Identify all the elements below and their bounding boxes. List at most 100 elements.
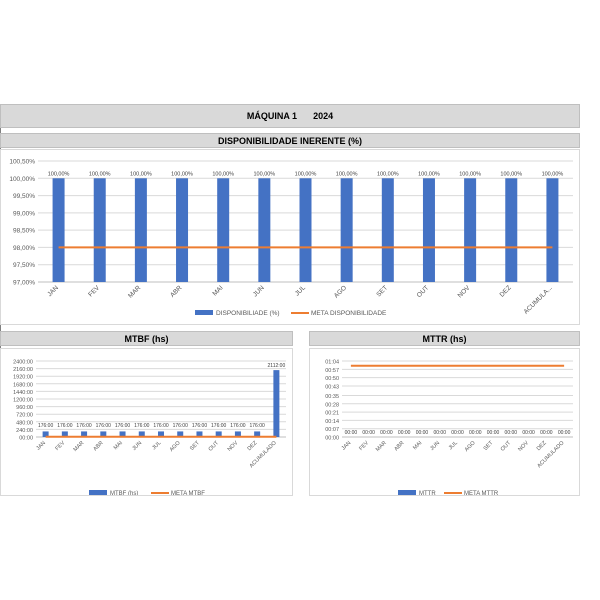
bar: [215, 431, 222, 437]
x-tick-label: AGO: [333, 284, 348, 299]
y-tick-label: 98,50%: [13, 228, 35, 235]
mtbf-title: MTBF (hs): [124, 333, 169, 344]
legend-bar-swatch: [195, 310, 213, 315]
x-tick-label: JUL: [448, 440, 459, 451]
legend-bar-swatch: [89, 490, 107, 495]
y-tick-label: 00:00: [19, 436, 33, 442]
x-tick-label: FEV: [87, 284, 101, 298]
data-label: 00:00: [469, 430, 482, 436]
mttr-chart-frame: 00:00 00:07 00:14 00:21 00:28 00:35 00:43 00:50…: [309, 348, 580, 496]
legend-meta-label: META MTTR: [464, 491, 499, 495]
disponibilidade-chart-frame: 97,00% 97,50% 98,00% 98,50% 99,00% 99,50% 100,…: [0, 149, 580, 325]
bar: [299, 178, 312, 282]
x-tick-label: FEV: [54, 440, 66, 452]
y-tick-label: 2400:00: [13, 360, 33, 366]
data-label: 176:00: [57, 423, 73, 429]
y-tick-label: 00:14: [325, 419, 339, 425]
data-label: 00:00: [522, 430, 535, 436]
data-label: 00:00: [558, 430, 571, 436]
data-label: 176:00: [192, 423, 208, 429]
x-tick-label: AGO: [169, 440, 182, 453]
data-label: 176:00: [76, 423, 92, 429]
bar: [258, 178, 271, 282]
y-tick-label: 100,00%: [9, 176, 35, 183]
legend-bar-label: MTBF (hs): [110, 491, 138, 495]
x-tick-label: MAR: [73, 440, 86, 453]
x-tick-label: MAR: [375, 440, 388, 453]
y-tick-label: 1920:00: [13, 375, 33, 381]
x-tick-label: MAI: [412, 440, 423, 451]
data-label: 100,00%: [212, 171, 234, 177]
data-label: 176:00: [38, 423, 54, 429]
data-label: 100,00%: [171, 171, 193, 177]
bar: [100, 431, 107, 437]
y-tick-label: 1440:00: [13, 390, 33, 396]
y-tick-label: 1680:00: [13, 382, 33, 388]
disponibilidade-title: DISPONIBILIDADE INERENTE (%): [217, 135, 362, 146]
data-label: 00:00: [416, 430, 429, 436]
bar: [234, 431, 241, 437]
data-label: 00:00: [505, 430, 518, 436]
machine-name: MÁQUINA 1: [246, 111, 298, 121]
x-tick-label: JUN: [131, 440, 143, 452]
bar: [422, 178, 435, 282]
data-label: 100,00%: [295, 171, 317, 177]
x-tick-label: DEZ: [536, 440, 548, 452]
x-tick-label: JUL: [151, 440, 162, 451]
legend-bar-label: DISPONIBILIADE (%): [216, 310, 280, 317]
x-tick-label: JUN: [252, 284, 266, 298]
legend-meta-label: META DISPONIBILIDADE: [311, 310, 387, 317]
x-tick-label: JAN: [341, 440, 353, 452]
legend-bar-label: MTTR: [419, 491, 436, 495]
y-tick-label: 99,00%: [13, 210, 35, 217]
x-tick-label: JAN: [46, 284, 60, 298]
data-label: 100,00%: [336, 171, 358, 177]
header-banner: MÁQUINA 1 2024: [0, 104, 580, 128]
disponibilidade-chart: 97,00% 97,50% 98,00% 98,50% 99,00% 99,50% 100,…: [9, 159, 573, 317]
bar: [93, 178, 106, 282]
x-tick-label: OUT: [208, 440, 221, 453]
data-label: 100,00%: [130, 171, 152, 177]
mttr-chart: 00:00 00:07 00:14 00:21 00:28 00:35 00:43 00:50…: [325, 360, 573, 495]
bar: [505, 178, 518, 282]
y-tick-label: 00:00: [325, 436, 339, 442]
legend-bar-swatch: [398, 490, 416, 495]
data-label: 00:00: [540, 430, 553, 436]
data-label: 176:00: [230, 423, 246, 429]
bar: [176, 178, 189, 282]
mtbf-title-bar: MTBF (hs): [0, 331, 293, 346]
bar: [134, 178, 147, 282]
bar: [177, 431, 184, 437]
x-tick-label: SET: [375, 284, 389, 298]
data-label: 00:00: [398, 430, 411, 436]
x-tick-label: ABR: [92, 440, 104, 452]
bar: [340, 178, 353, 282]
data-label: 100,00%: [542, 171, 564, 177]
data-label: 100,00%: [418, 171, 440, 177]
x-tick-label: MAI: [113, 440, 124, 451]
data-label: 00:00: [345, 430, 358, 436]
x-tick-label: MAR: [127, 284, 142, 299]
data-label: 176:00: [134, 423, 150, 429]
bar: [464, 178, 477, 282]
bar: [254, 431, 261, 437]
bar: [52, 178, 65, 282]
x-tick-label: ABR: [393, 440, 405, 452]
x-tick-label: JUN: [429, 440, 441, 452]
data-label: 176:00: [115, 423, 131, 429]
y-tick-label: 00:50: [325, 376, 339, 382]
x-tick-label: NOV: [517, 440, 530, 453]
data-label: 100,00%: [253, 171, 275, 177]
y-tick-label: 99,50%: [13, 193, 35, 200]
bar: [138, 431, 145, 437]
y-tick-label: 720:00: [16, 413, 33, 419]
x-tick-label: OUT: [500, 440, 513, 453]
x-tick-label: SET: [189, 440, 201, 452]
y-tick-label: 97,00%: [13, 280, 35, 287]
x-tick-label: ACUMULA...: [523, 284, 554, 315]
y-tick-label: 00:43: [325, 384, 339, 390]
x-tick-label: OUT: [416, 284, 431, 299]
bar: [81, 431, 88, 437]
data-label: 176:00: [96, 423, 112, 429]
